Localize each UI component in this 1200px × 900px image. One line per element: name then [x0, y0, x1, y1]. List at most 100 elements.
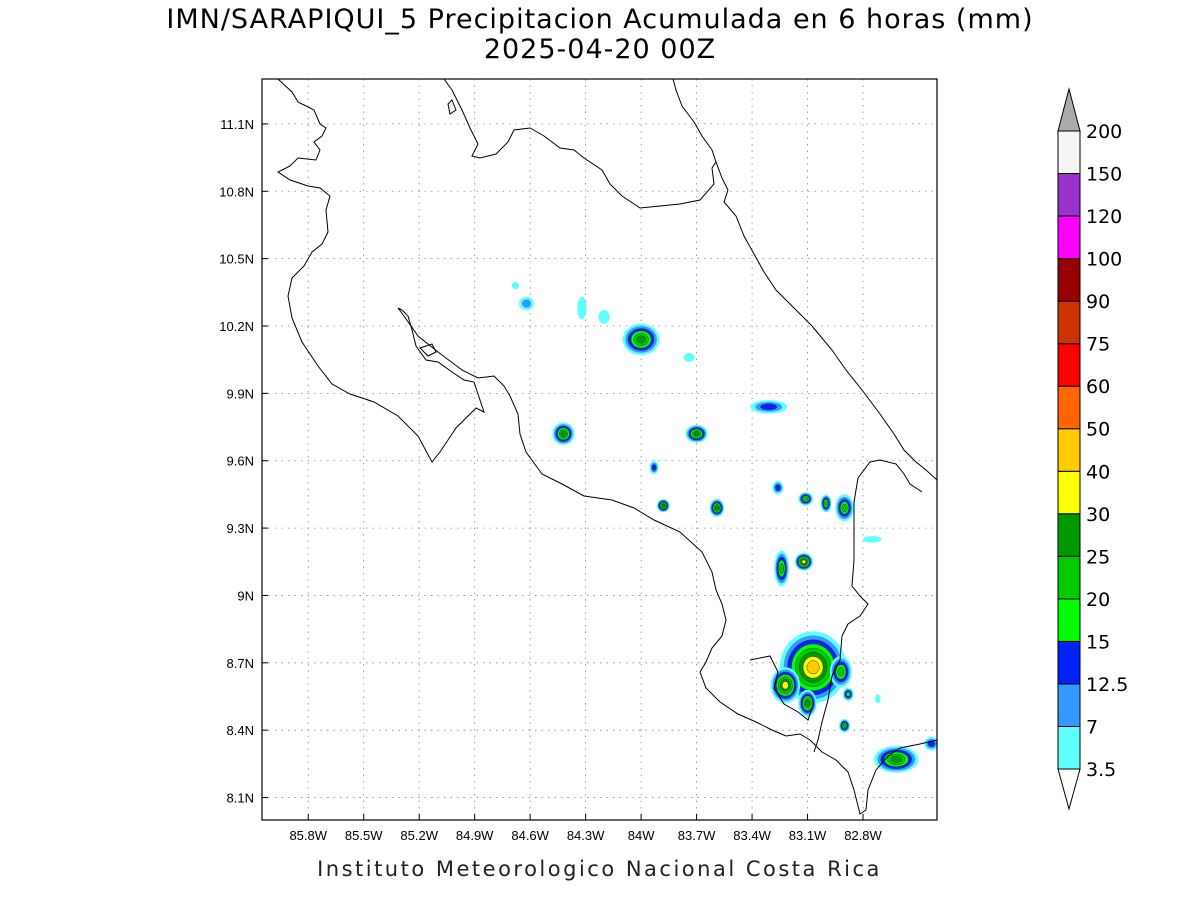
- lat-tick-label: 8.7N: [227, 656, 254, 671]
- precipitation-cells: [511, 282, 937, 773]
- lon-tick-label: 83.4W: [733, 828, 771, 843]
- burica-peninsula: [809, 739, 937, 815]
- lon-tick-label: 84.3W: [567, 828, 605, 843]
- precip-cell: [519, 296, 534, 311]
- colorbar-segment: [1057, 258, 1081, 302]
- precip-cell: [649, 460, 659, 475]
- precip-cell: [794, 552, 814, 571]
- colorbar-label: 25: [1086, 546, 1110, 568]
- nicaragua-coastline: [277, 79, 485, 463]
- precip-contour: [863, 535, 882, 543]
- colorbar-segment: [1057, 513, 1081, 557]
- precip-cell: [511, 282, 520, 289]
- lat-tick-label: 8.1N: [227, 791, 254, 806]
- precip-contour: [775, 484, 781, 491]
- colorbar-max-arrow: [1057, 87, 1081, 132]
- precip-contour: [560, 430, 567, 437]
- colorbar-min-arrow: [1057, 768, 1081, 811]
- precip-cell: [820, 494, 832, 513]
- precip-cell: [874, 745, 919, 773]
- colorbar-label: 60: [1086, 376, 1110, 398]
- colorbar-label: 120: [1086, 206, 1122, 228]
- precip-cell: [552, 422, 575, 446]
- lon-tick-label: 85.8W: [289, 828, 327, 843]
- precip-cell: [577, 296, 587, 320]
- plot-area: [262, 79, 937, 820]
- precip-contour: [577, 296, 587, 320]
- map-date: 2025-04-20 00Z: [483, 34, 717, 65]
- colorbar-label: 75: [1086, 334, 1110, 356]
- precip-contour: [842, 723, 847, 728]
- colorbar-segment: [1057, 215, 1081, 260]
- precip-cell: [842, 687, 854, 701]
- precip-cell: [772, 480, 784, 495]
- colorbar-label: 100: [1086, 249, 1122, 271]
- institution-credit: Instituto Meteorologico Nacional Costa R…: [317, 857, 882, 881]
- precip-contour: [779, 563, 785, 574]
- colorbar-segment: [1057, 683, 1081, 727]
- colorbar-label: 200: [1086, 121, 1122, 143]
- lat-tick-label: 9.6N: [227, 454, 254, 469]
- colorbar-segment: [1057, 130, 1081, 175]
- precip-contour: [806, 660, 820, 675]
- colorbar-segment: [1057, 343, 1081, 387]
- colorbar-label: 90: [1086, 291, 1110, 313]
- colorbar-segment: [1057, 555, 1081, 600]
- precip-contour: [805, 699, 811, 707]
- precip-contour: [511, 282, 520, 289]
- precip-cell: [685, 424, 708, 443]
- lon-tick-label: 84W: [628, 828, 655, 843]
- colorbar-label: 40: [1086, 461, 1110, 483]
- precip-contour: [824, 500, 828, 507]
- precip-cell: [838, 718, 851, 733]
- lon-tick-label: 82.8W: [844, 828, 882, 843]
- precip-cell: [750, 400, 788, 414]
- lat-tick-label: 11.1N: [220, 117, 254, 132]
- lon-tick-label: 83.1W: [789, 828, 827, 843]
- precip-contour: [846, 691, 851, 697]
- precip-cell: [798, 689, 817, 717]
- lat-tick-label: 10.8N: [219, 184, 254, 199]
- colorbar-label: 7: [1086, 716, 1098, 738]
- precip-contour: [521, 299, 532, 308]
- colorbar-segment: [1057, 598, 1081, 642]
- precip-contour: [801, 559, 807, 564]
- colorbar-label: 20: [1086, 589, 1110, 611]
- colorbar-label: 30: [1086, 504, 1110, 526]
- precip-cell: [598, 310, 610, 324]
- colorbar-segment: [1057, 470, 1081, 515]
- grid-lines: [262, 79, 937, 820]
- precip-contour: [714, 505, 719, 511]
- panama-border: [813, 459, 923, 753]
- colorbar-segment: [1057, 385, 1081, 430]
- osa-peninsula: [749, 655, 813, 721]
- colorbar-segment: [1057, 725, 1081, 770]
- plot-frame: [261, 78, 938, 821]
- precip-contour: [890, 755, 902, 763]
- precip-contour: [651, 464, 657, 471]
- precip-contour: [661, 503, 666, 508]
- axis-ticks: 85.8W 85.5W 85.2W 84.9W 84.6W 84.3W 84W 83.7W 83…: [219, 117, 882, 843]
- colorbar-segment: [1057, 173, 1081, 217]
- precip-contour: [636, 335, 646, 344]
- colorbar-segment: [1057, 300, 1081, 345]
- caribbean-coast: [443, 79, 937, 481]
- precip-cell: [798, 492, 814, 506]
- precip-cell: [875, 694, 881, 704]
- nicoya-gulf-coast: [397, 307, 811, 741]
- precip-contour: [781, 681, 789, 690]
- lon-tick-label: 84.9W: [456, 828, 494, 843]
- coastline: [277, 79, 937, 815]
- colorbar-segment: [1057, 428, 1081, 472]
- precip-contour: [683, 352, 695, 362]
- lat-tick-label: 9.3N: [227, 521, 254, 536]
- precip-contour: [760, 403, 778, 411]
- lat-tick-label: 8.4N: [227, 723, 254, 738]
- precip-cell: [835, 494, 854, 522]
- colorbar-label: 3.5: [1086, 759, 1116, 781]
- precip-contour: [598, 310, 610, 324]
- precip-cell: [829, 656, 852, 688]
- colorbar-legend: 3.5 7 12.5 15 20 25 30 40 50 60 75 90 100 120 150 200: [1057, 87, 1128, 811]
- colorbar-segment: [1057, 640, 1081, 685]
